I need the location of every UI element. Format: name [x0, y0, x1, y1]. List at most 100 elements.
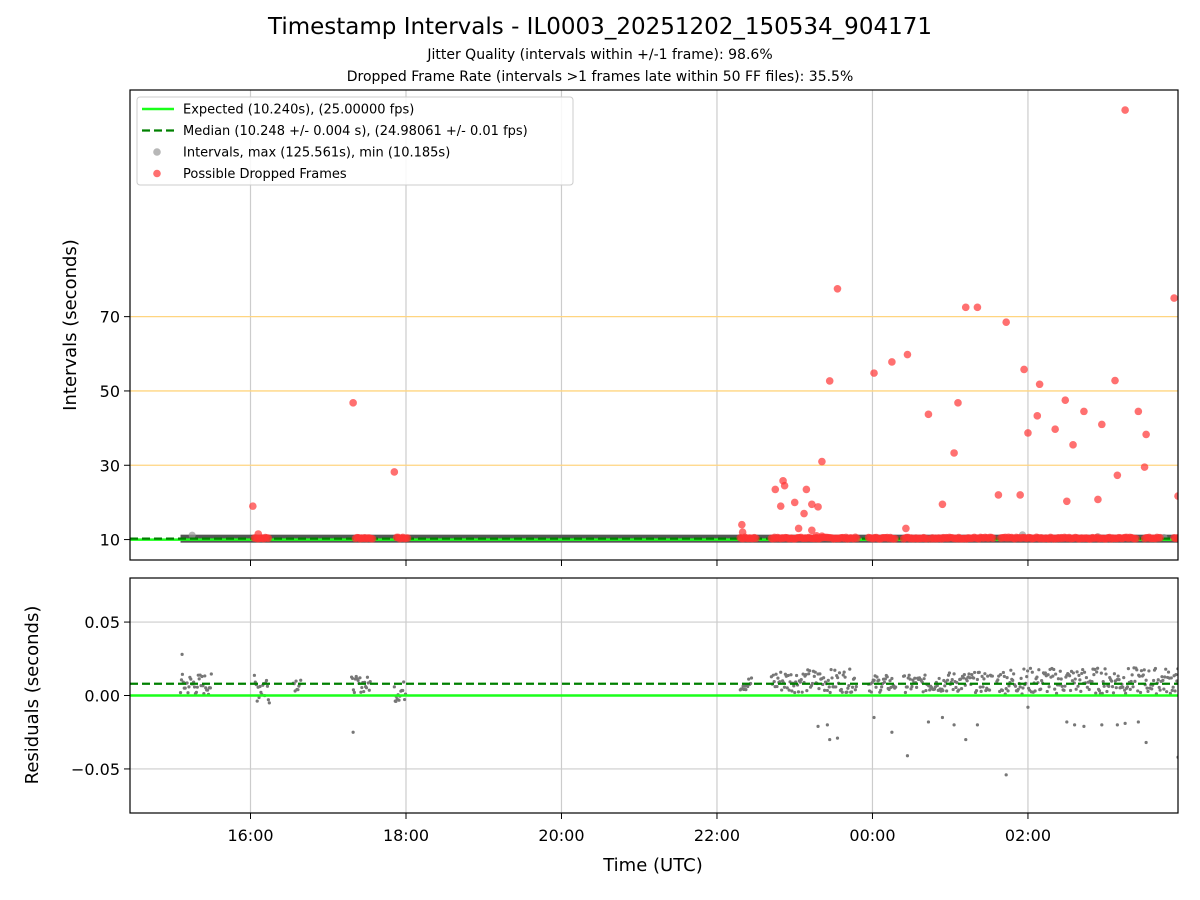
residual-point	[1076, 684, 1080, 688]
residual-point	[1037, 668, 1041, 672]
residual-point	[1161, 678, 1165, 682]
residual-point	[1062, 688, 1066, 692]
residual-point	[397, 698, 401, 702]
residual-point	[1145, 686, 1149, 690]
residual-point	[822, 688, 827, 693]
residual-point	[979, 689, 983, 693]
residual-point	[921, 690, 925, 694]
dropped-frame-point	[1174, 492, 1178, 500]
residual-point	[194, 690, 198, 694]
residual-point	[792, 684, 796, 688]
residual-point	[964, 737, 968, 742]
residual-point	[1065, 720, 1069, 724]
residual-point	[352, 690, 356, 695]
residual-point	[996, 678, 1000, 682]
residual-point	[1116, 674, 1120, 678]
residual-point	[267, 701, 271, 705]
residual-point	[798, 680, 802, 684]
residual-point	[872, 715, 876, 720]
residual-point	[890, 676, 894, 681]
residual-point	[775, 684, 779, 689]
residual-point	[952, 672, 956, 676]
residual-point	[1095, 670, 1099, 674]
y-tick-label: 10	[100, 531, 120, 550]
dropped-frame-point	[812, 532, 821, 540]
residual-point	[839, 687, 843, 692]
residual-point	[1011, 678, 1015, 683]
residual-point	[829, 667, 833, 672]
residual-point	[296, 688, 300, 692]
dropped-frame-point	[249, 502, 257, 510]
residual-point	[853, 688, 857, 692]
residual-point	[1000, 688, 1005, 693]
dropped-frame-point	[1098, 420, 1106, 429]
residual-point	[877, 678, 881, 682]
residual-point	[1084, 675, 1089, 680]
residual-point	[1147, 669, 1151, 673]
residual-point	[1117, 678, 1121, 682]
residual-point	[1107, 684, 1111, 688]
residual-point	[885, 675, 889, 679]
residual-point	[799, 678, 803, 682]
residual-point	[1074, 687, 1078, 691]
residual-point	[796, 690, 801, 694]
dropped-frame-point	[349, 399, 357, 407]
residual-point	[746, 684, 750, 689]
dropped-frame-point	[1121, 106, 1129, 114]
residual-point	[817, 686, 821, 691]
residual-point	[957, 688, 961, 692]
residual-point	[1153, 666, 1158, 671]
dropped-frame-point	[938, 500, 947, 509]
residual-point	[1054, 691, 1059, 695]
residual-point	[1068, 674, 1072, 678]
dropped-frame-point	[1063, 497, 1071, 506]
residual-point	[982, 677, 986, 681]
dropped-frame-point	[891, 534, 899, 543]
residual-point	[1168, 691, 1172, 695]
residual-point	[1080, 671, 1084, 676]
residual-point	[910, 684, 914, 689]
legend: Expected (10.240s), (25.00000 fps) Median…	[136, 96, 574, 186]
dropped-frame-point	[833, 284, 842, 293]
residual-point	[1162, 687, 1166, 691]
residual-point	[830, 676, 834, 680]
dropped-frame-point	[903, 350, 912, 359]
residual-point	[1026, 669, 1030, 673]
dropped-frame-point	[1094, 495, 1102, 504]
residual-point	[1105, 689, 1109, 694]
residual-point	[358, 676, 362, 680]
dropped-frame-point	[1113, 471, 1122, 480]
residual-point	[1004, 773, 1008, 777]
residual-point	[835, 736, 840, 740]
residual-point	[1101, 680, 1105, 684]
residual-point	[1123, 721, 1127, 726]
dropped-frame-point	[954, 399, 962, 407]
dropped-frame-point	[752, 534, 760, 543]
chart-subtitle-dropped: Dropped Frame Rate (intervals >1 frames …	[346, 69, 854, 85]
residual-point	[1174, 672, 1178, 677]
residual-point	[1144, 678, 1148, 682]
residual-point	[1060, 684, 1064, 688]
dropped-frame-point	[403, 534, 412, 542]
residual-point	[359, 690, 363, 694]
residual-point	[744, 687, 748, 692]
residual-point	[959, 686, 964, 691]
residual-point	[1138, 690, 1143, 695]
residual-point	[1009, 668, 1013, 672]
residual-point	[1094, 691, 1098, 695]
residual-point	[825, 723, 829, 727]
residual-point	[201, 684, 205, 688]
x-tick-label: 02:00	[1005, 826, 1051, 845]
dropped-frame-point	[950, 449, 958, 457]
residual-point	[1071, 671, 1075, 675]
residual-point	[872, 678, 876, 682]
residual-point	[810, 681, 815, 686]
residual-point	[1100, 691, 1104, 695]
residual-point	[1169, 676, 1173, 680]
residual-point	[1025, 675, 1029, 679]
dropped-frame-point	[790, 498, 799, 507]
residual-point	[834, 685, 838, 689]
residual-point	[1141, 673, 1145, 677]
residual-point	[180, 652, 184, 656]
